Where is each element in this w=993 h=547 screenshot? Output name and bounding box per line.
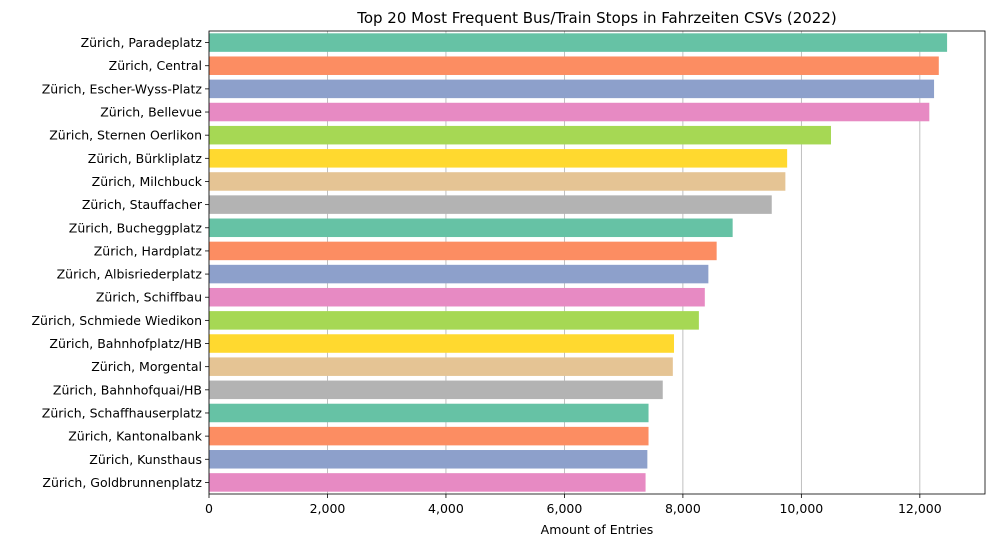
bar: [209, 357, 673, 376]
y-tick-label: Zürich, Bellevue: [100, 105, 202, 120]
y-tick-labels: Zürich, Paradeplatz Zürich, Central Zürich…: [31, 35, 209, 490]
plot-frame: [208, 30, 986, 495]
y-tick-label: Zürich, Bürkliplatz: [88, 151, 203, 166]
y-tick-label: Zürich, Goldbrunnenplatz: [42, 475, 202, 490]
y-tick-label: Zürich, Bahnhofquai/HB: [53, 382, 202, 397]
axes-spines: [208, 30, 986, 495]
bar: [209, 56, 939, 75]
bar: [209, 311, 699, 330]
bar: [209, 79, 935, 99]
bar: [209, 287, 705, 307]
bar: [209, 149, 788, 168]
bars: [209, 33, 948, 492]
x-tick-label: 6,000: [547, 501, 583, 516]
bar: [209, 218, 733, 238]
bar: [209, 264, 709, 284]
y-tick-label: Zürich, Escher-Wyss-Platz: [42, 81, 203, 96]
chart-title: Top 20 Most Frequent Bus/Train Stops in …: [356, 9, 837, 27]
bar: [209, 426, 649, 446]
bar: [209, 172, 786, 191]
y-tick-label: Zürich, Kunsthaus: [89, 452, 202, 467]
y-tick-label: Zürich, Hardplatz: [94, 243, 203, 258]
x-axis-label: Amount of Entries: [541, 522, 654, 537]
y-tick-label: Zürich, Morgental: [91, 359, 202, 374]
bar: [209, 450, 648, 469]
bar: [209, 241, 717, 261]
y-tick-label: Zürich, Albisriederplatz: [57, 267, 203, 282]
x-tick-label: 8,000: [665, 501, 701, 516]
y-tick-label: Zürich, Milchbuck: [92, 174, 203, 189]
y-tick-label: Zürich, Central: [109, 58, 202, 73]
bar: [209, 195, 772, 214]
bar: [209, 33, 948, 52]
x-tick-label: 0: [205, 501, 213, 516]
bar: [209, 334, 675, 353]
bar: [209, 380, 663, 400]
x-tick-label: 12,000: [898, 501, 942, 516]
x-tick-label: 4,000: [428, 501, 464, 516]
x-tick-label: 10,000: [779, 501, 823, 516]
y-tick-label: Zürich, Schiffbau: [96, 290, 202, 305]
bar: [209, 125, 831, 145]
bar: [209, 473, 646, 492]
bar: [209, 403, 649, 423]
grid-lines: [208, 31, 921, 494]
y-tick-label: Zürich, Bucheggplatz: [69, 220, 203, 235]
x-tick-labels: 0 2,000 4,000 6,000 8,000 10,000 12,000: [205, 494, 942, 516]
bar: [209, 102, 930, 122]
y-tick-label: Zürich, Schaffhauserplatz: [42, 405, 203, 420]
y-tick-label: Zürich, Kantonalbank: [68, 429, 203, 444]
y-tick-label: Zürich, Schmiede Wiedikon: [31, 313, 202, 328]
y-tick-label: Zürich, Paradeplatz: [81, 35, 203, 50]
x-tick-label: 2,000: [310, 501, 346, 516]
y-tick-label: Zürich, Bahnhofplatz/HB: [49, 336, 202, 351]
y-tick-label: Zürich, Stauffacher: [82, 197, 203, 212]
y-tick-label: Zürich, Sternen Oerlikon: [49, 128, 202, 143]
